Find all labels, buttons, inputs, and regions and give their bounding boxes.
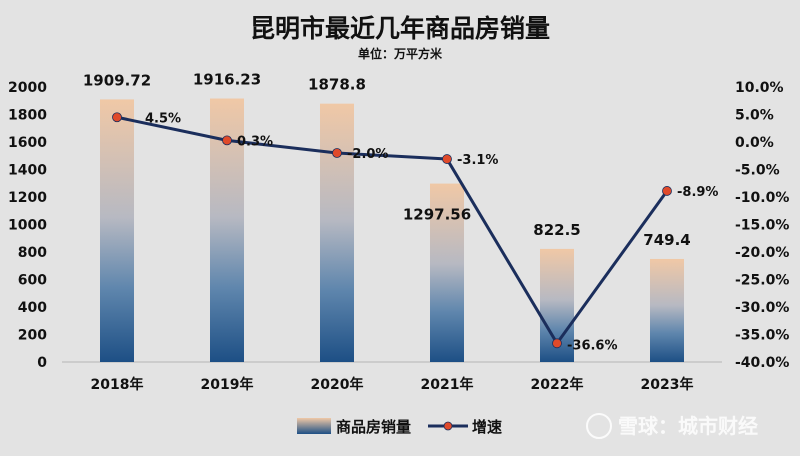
line-data-labels: 4.5% 0.3% -2.0% -3.1% -36.6% -8.9% — [145, 111, 718, 353]
bar-series — [100, 98, 684, 362]
left-y-tick-label: 200 — [18, 328, 47, 344]
right-y-tick-label: -15.0% — [735, 218, 789, 234]
legend-bar-swatch — [297, 418, 331, 434]
left-y-tick-label: 800 — [18, 245, 47, 261]
watermark: 雪球：城市财经 — [586, 413, 758, 439]
bar — [100, 99, 134, 362]
chart-subtitle: 单位：万平方米 — [358, 46, 443, 61]
x-tick-label: 2020年 — [311, 376, 364, 393]
x-axis: 2018年 2019年 2020年 2021年 2022年 2023年 — [91, 376, 694, 393]
growth-point — [442, 154, 452, 164]
left-y-tick-label: 400 — [18, 300, 47, 316]
x-tick-label: 2021年 — [421, 376, 474, 393]
bar-value-label: 1909.72 — [83, 71, 151, 89]
x-tick-label: 2019年 — [201, 376, 254, 393]
right-y-tick-label: -35.0% — [735, 328, 789, 344]
legend: 商品房销量 增速 — [297, 418, 502, 436]
right-y-tick-label: -30.0% — [735, 300, 789, 316]
bar — [320, 103, 354, 362]
left-y-tick-label: 1200 — [8, 190, 47, 206]
chart-title: 昆明市最近几年商品房销量 — [250, 14, 550, 43]
bar — [430, 183, 464, 362]
growth-value-label: -36.6% — [567, 338, 618, 353]
bar — [650, 258, 684, 362]
right-y-tick-label: 0.0% — [735, 135, 774, 151]
x-tick-label: 2018年 — [91, 376, 144, 393]
left-y-tick-label: 0 — [37, 355, 47, 371]
left-y-tick-label: 1800 — [8, 108, 47, 124]
growth-point — [222, 135, 232, 146]
right-y-tick-label: -5.0% — [735, 163, 780, 179]
growth-line — [116, 115, 669, 345]
left-y-tick-label: 600 — [18, 273, 47, 289]
left-y-tick-label: 2000 — [8, 80, 47, 96]
line-series — [112, 112, 672, 349]
growth-point — [332, 148, 342, 158]
watermark-text: 雪球：城市财经 — [618, 414, 758, 438]
right-y-tick-label: -25.0% — [735, 273, 789, 289]
x-tick-label: 2023年 — [641, 376, 694, 393]
right-y-tick-label: -40.0% — [735, 355, 789, 371]
watermark-logo-icon — [586, 413, 612, 439]
bar-value-label: 1916.23 — [193, 71, 261, 89]
bar-data-labels: 1909.72 1916.23 1878.8 1297.56 822.5 749.4 — [83, 71, 691, 249]
bar-value-label: 1878.8 — [308, 76, 366, 94]
right-y-tick-label: -20.0% — [735, 245, 789, 261]
left-y-tick-label: 1400 — [8, 163, 47, 179]
x-tick-label: 2022年 — [531, 376, 584, 393]
left-y-axis: 0 200 400 600 800 1000 1200 1400 1600 1800 2000 — [8, 80, 47, 371]
bar-value-label: 822.5 — [533, 221, 580, 239]
left-y-tick-label: 1600 — [8, 135, 47, 151]
legend-line-label: 增速 — [472, 418, 502, 436]
growth-value-label: -2.0% — [347, 147, 388, 162]
growth-point — [112, 112, 122, 123]
growth-point — [662, 186, 672, 196]
bar-value-label: 1297.56 — [403, 206, 471, 224]
growth-value-label: -3.1% — [457, 153, 498, 168]
right-y-axis: 10.0% 5.0% 0.0% -5.0% -10.0% -15.0% -20.0% -25.… — [735, 80, 789, 371]
growth-value-label: -8.9% — [677, 185, 718, 200]
bar-value-label: 749.4 — [643, 231, 690, 249]
left-y-tick-label: 1000 — [8, 218, 47, 234]
growth-point — [552, 338, 562, 349]
legend-bar-label: 商品房销量 — [336, 418, 411, 436]
right-y-tick-label: 5.0% — [735, 108, 774, 124]
right-y-tick-label: 10.0% — [735, 80, 784, 96]
growth-value-label: 0.3% — [237, 134, 273, 149]
right-y-tick-label: -10.0% — [735, 190, 789, 206]
growth-value-label: 4.5% — [145, 111, 181, 126]
legend-line-marker — [443, 421, 453, 431]
